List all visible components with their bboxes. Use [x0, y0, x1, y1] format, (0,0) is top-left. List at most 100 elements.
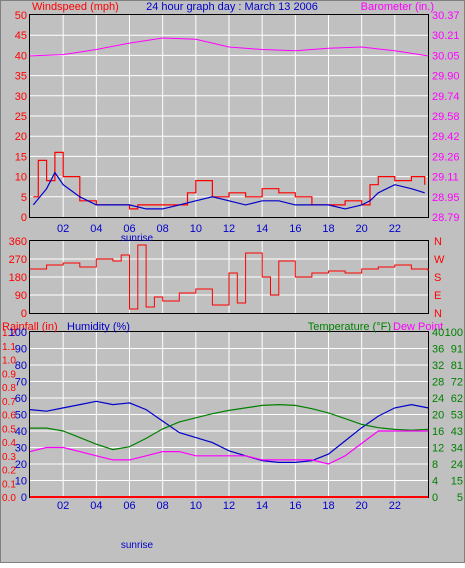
windspeed-y-tick: 40: [15, 50, 27, 62]
dewpoint-y-tick: 5: [457, 492, 463, 504]
temperature-y-tick: 8: [432, 459, 438, 471]
climate-panel-x-tick: 06: [123, 500, 135, 512]
humidity-legend: Humidity (%): [67, 321, 130, 333]
climate-panel-x-tick: 16: [289, 500, 301, 512]
humidity-y-tick: 50: [15, 410, 27, 422]
windspeed-y-tick: 45: [15, 30, 27, 42]
compass-y-tick: S: [434, 272, 441, 284]
compass-y-tick: E: [434, 290, 441, 302]
rainfall-y-tick: 1.2: [2, 328, 16, 339]
temperature-y-tick: 0: [432, 492, 438, 504]
dewpoint-series-line: [29, 430, 428, 465]
wind-panel-x-tick: 02: [57, 223, 69, 235]
compass-y-tick: N: [434, 236, 442, 248]
rainfall-legend: Rainfall (in): [2, 321, 58, 333]
wind-panel-x-tick: 14: [256, 223, 268, 235]
wind-panel-x-tick: 18: [322, 223, 334, 235]
temperature-y-tick: 28: [432, 377, 444, 389]
temperature-y-tick: 40: [432, 327, 444, 339]
temperature-y-tick: 24: [432, 393, 444, 405]
rainfall-y-tick: 0.6: [2, 411, 16, 422]
windspeed-y-tick: 15: [15, 151, 27, 163]
barometer-y-tick: 28.95: [432, 192, 460, 204]
humidity-y-tick: 100: [9, 327, 27, 339]
barometer-y-tick: 30.05: [432, 50, 460, 62]
rainfall-y-tick: 1.0: [2, 356, 16, 367]
dewpoint-y-tick: 81: [451, 360, 463, 372]
climate-panel-x-tick: 12: [223, 500, 235, 512]
windspeed-y-tick: 20: [15, 131, 27, 143]
rainfall-y-tick: 0.2: [2, 466, 16, 477]
windspeed-series-line: [33, 151, 426, 210]
barometer-y-tick: 30.21: [432, 30, 460, 42]
barometer-axis-label: Barometer (in.): [361, 1, 434, 13]
dewpoint-y-tick: 72: [451, 377, 463, 389]
barometer-y-tick: 29.42: [432, 131, 460, 143]
barometer-series-line: [29, 37, 429, 57]
wind-panel-x-tick: 20: [356, 223, 368, 235]
climate-panel-x-tick: 08: [157, 500, 169, 512]
direction-y-tick: 180: [9, 272, 27, 284]
wind-panel-x-tick: 16: [289, 223, 301, 235]
windspeed-y-tick: 35: [15, 71, 27, 83]
sunrise-label-top: sunrise: [121, 233, 154, 244]
temperature-y-tick: 4: [432, 476, 438, 488]
wind-panel-x-tick: 12: [223, 223, 235, 235]
temperature-y-tick: 20: [432, 410, 444, 422]
rainfall-y-tick: 1.1: [2, 342, 16, 353]
temperature-y-tick: 12: [432, 443, 444, 455]
dewpoint-y-tick: 100: [445, 327, 463, 339]
humidity-y-tick: 70: [15, 377, 27, 389]
humidity-y-tick: 80: [15, 360, 27, 372]
barometer-y-tick: 28.79: [432, 212, 460, 224]
windspeed-y-tick: 10: [15, 172, 27, 184]
direction-y-tick: 90: [15, 290, 27, 302]
temperature-y-tick: 32: [432, 360, 444, 372]
climate-panel-x-tick: 20: [356, 500, 368, 512]
climate-panel-x-tick: 10: [190, 500, 202, 512]
wind-average-series-line: [32, 171, 425, 210]
climate-panel-x-tick: 18: [322, 500, 334, 512]
rainfall-y-tick: 0.8: [2, 383, 16, 394]
rainfall-y-tick: 0.0: [2, 493, 16, 504]
barometer-y-tick: 29.26: [432, 151, 460, 163]
rainfall-y-tick: 0.3: [2, 452, 16, 463]
rainfall-y-tick: 0.7: [2, 397, 16, 408]
dewpoint-y-tick: 24: [451, 459, 463, 471]
humidity-y-tick: 60: [15, 393, 27, 405]
sunrise-label-bottom: sunrise: [121, 540, 154, 551]
wind-panel-x-tick: 22: [389, 223, 401, 235]
windspeed-y-tick: 0: [21, 212, 27, 224]
windspeed-y-tick: 5: [21, 192, 27, 204]
windspeed-y-tick: 30: [15, 91, 27, 103]
windspeed-axis-label: Windspeed (mph): [32, 1, 119, 13]
barometer-y-tick: 29.90: [432, 71, 460, 83]
climate-panel-x-tick: 22: [389, 500, 401, 512]
humidity-y-tick: 10: [15, 476, 27, 488]
direction-series-line: [30, 244, 429, 310]
wind-panel-x-tick: 08: [157, 223, 169, 235]
climate-panel-x-tick: 14: [256, 500, 268, 512]
rainfall-y-tick: 0.4: [2, 438, 16, 449]
direction-y-tick: 360: [9, 236, 27, 248]
dewpoint-y-tick: 62: [451, 393, 463, 405]
direction-y-tick: 270: [9, 254, 27, 266]
humidity-y-tick: 20: [15, 459, 27, 471]
barometer-y-tick: 30.37: [432, 10, 460, 22]
wind-panel-x-tick: 10: [190, 223, 202, 235]
graph-title: 24 hour graph day : March 13 2006: [146, 1, 318, 13]
dewpoint-y-tick: 15: [451, 476, 463, 488]
humidity-y-tick: 40: [15, 426, 27, 438]
windspeed-y-tick: 50: [15, 10, 27, 22]
dewpoint-y-tick: 43: [451, 426, 463, 438]
dewpoint-legend: Dew Point: [393, 321, 443, 333]
direction-y-tick: 0: [21, 308, 27, 320]
temperature-y-tick: 36: [432, 344, 444, 356]
windspeed-y-tick: 25: [15, 111, 27, 123]
humidity-y-tick: 90: [15, 344, 27, 356]
humidity-y-tick: 30: [15, 443, 27, 455]
temperature-series-line: [30, 403, 429, 451]
dewpoint-y-tick: 91: [451, 344, 463, 356]
